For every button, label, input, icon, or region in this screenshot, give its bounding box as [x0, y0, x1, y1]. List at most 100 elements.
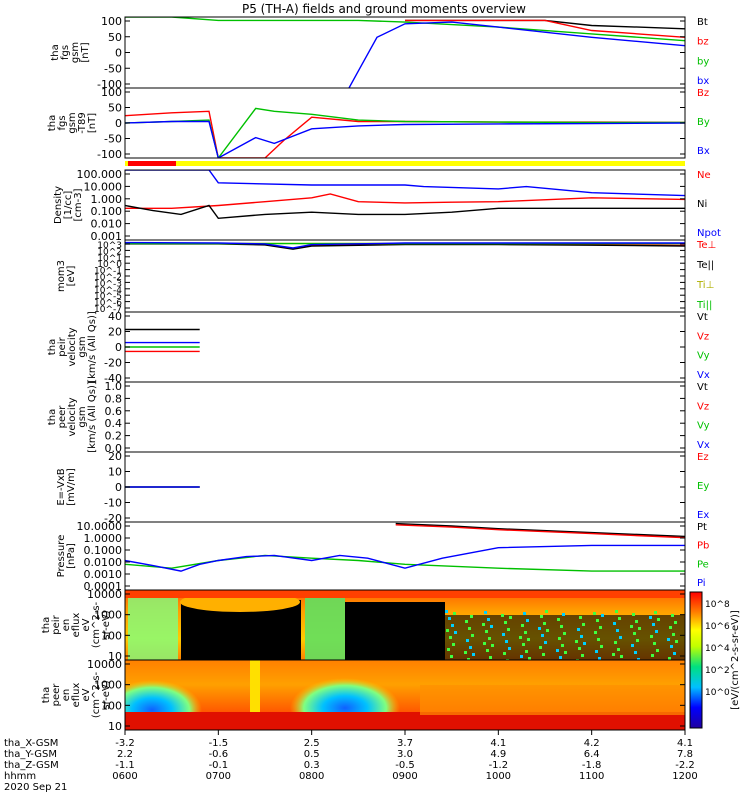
heatmap-speckle	[650, 635, 653, 638]
heatmap-speckle	[612, 653, 615, 656]
heatmap-speckle	[620, 655, 623, 658]
y-axis-label: E=-VxB[mV/m]	[56, 468, 77, 506]
legend-entry: bx	[697, 76, 709, 87]
y-tick-label: 0.4	[105, 417, 123, 430]
y-tick-label: 100	[101, 86, 122, 99]
series-line	[125, 193, 685, 210]
series-line	[125, 243, 685, 250]
heatmap-speckle	[594, 631, 597, 634]
heatmap-speckle	[540, 615, 543, 618]
heatmap-speckle	[488, 637, 491, 640]
colorbar-label: [eV/(cm^2-s-sr-eV)]	[730, 610, 741, 710]
legend-entry: Vy	[697, 421, 710, 432]
y-tick-label: 1.0000	[84, 532, 123, 545]
y-tick-label: 1000	[94, 609, 122, 622]
y-axis-label: mom3[eV]	[56, 260, 77, 292]
footer-z-value: -2.2	[675, 760, 695, 771]
y-tick-label: 10^-4	[94, 286, 122, 296]
y-tick-label: 0.0010	[84, 568, 123, 581]
y-tick-label: 10^-5	[94, 292, 122, 302]
y-tick-label: 10	[108, 466, 122, 479]
heatmap-speckle	[464, 651, 467, 654]
legend-entry: Pe	[697, 559, 709, 570]
y-tick-label: -40	[104, 372, 122, 385]
heatmap-speckle	[563, 632, 566, 635]
heatmap-speckle	[638, 627, 641, 630]
legend-entry: Te||	[696, 260, 714, 271]
heatmap-speckle	[469, 646, 472, 649]
footer-row-label: tha_X-GSM	[4, 738, 58, 749]
heatmap-speckle	[489, 656, 492, 659]
y-tick-label: -20	[104, 512, 122, 525]
y-tick-label: 10^3	[97, 241, 122, 251]
heatmap-speckle	[526, 619, 529, 622]
panel-1: 100 50 0 -50 -100 thafgsgsm[nT] Bt bz by bx	[50, 15, 709, 91]
heatmap-speckle	[468, 627, 471, 630]
y-tick-label: 10.000	[84, 180, 123, 193]
footer-y-value: 4.9	[490, 749, 506, 760]
series-line	[125, 17, 685, 42]
heatmap-speckle	[562, 613, 565, 616]
footer-y-value: 2.2	[117, 749, 133, 760]
legend-entry: Vt	[697, 382, 708, 393]
y-axis-label: thafgsgsm[nT]	[50, 42, 91, 63]
legend-entry: Vz	[697, 331, 709, 342]
heatmap-speckle	[451, 624, 454, 627]
legend-entry: Te⊥	[696, 240, 716, 251]
y-tick-label: 50	[108, 31, 122, 44]
footer-y-value: 6.4	[584, 749, 600, 760]
heatmap-speckle	[465, 620, 468, 623]
y-tick-label: 10000	[87, 658, 122, 671]
y-tick-label: 10.0000	[77, 520, 123, 533]
legend-entry: Ti||	[696, 300, 712, 311]
heatmap-speckle	[485, 630, 488, 633]
heatmap-speckle	[527, 638, 530, 641]
heatmap-speckle	[649, 616, 652, 619]
heatmap-speckle	[579, 616, 582, 619]
y-tick-label: 0.2	[105, 430, 123, 443]
footer-z-value: -1.8	[582, 760, 602, 771]
heatmap-speckle	[522, 643, 525, 646]
heatmap-speckle	[595, 650, 598, 653]
footer-x-value: 4.2	[584, 738, 600, 749]
legend-entry: Vx	[697, 440, 710, 451]
series-line	[125, 170, 685, 197]
heatmap-speckle	[615, 610, 618, 613]
heatmap-speckle	[673, 652, 676, 655]
heatmap-speckle	[445, 610, 448, 613]
y-tick-label: 10^2	[97, 247, 122, 257]
y-tick-label: 0.0100	[84, 556, 123, 569]
footer-z-value: -0.1	[209, 760, 229, 771]
heatmap-speckle	[655, 630, 658, 633]
footer-time-value: 0700	[206, 771, 231, 782]
footer-time-value: 0900	[392, 771, 417, 782]
colorbar-tick-label: 10^4	[705, 644, 730, 654]
y-tick-label: 0	[115, 341, 122, 354]
heatmap-speckle	[637, 658, 640, 660]
heatmap-speckle	[557, 618, 560, 621]
y-axis-label: thapeervelocitygsm[km/s (All Qs)]	[47, 381, 98, 453]
panel-frame	[124, 311, 686, 383]
footer-x-value: -3.2	[115, 738, 135, 749]
heatmap-speckle	[545, 610, 548, 613]
footer-x-value: 3.7	[397, 738, 413, 749]
heatmap-speckle	[652, 623, 655, 626]
footer-x-value: 2.5	[304, 738, 320, 749]
heatmap-speckle	[544, 641, 547, 644]
heatmap-speckle	[630, 625, 633, 628]
footer-x-value: -1.5	[209, 738, 229, 749]
legend-entry: Bt	[697, 17, 708, 28]
heatmap-speckle	[669, 626, 672, 629]
heatmap-speckle	[539, 646, 542, 649]
y-tick-label: -50	[104, 62, 122, 75]
heatmap-speckle	[486, 649, 489, 652]
y-tick-label: 100	[101, 15, 122, 28]
heatmap-speckle	[575, 640, 578, 643]
series-line	[395, 524, 685, 539]
y-tick-label: 0.0	[105, 442, 123, 455]
footer-y-value: 3.0	[397, 749, 413, 760]
heatmap-speckle	[520, 655, 523, 658]
footer-time-value: 0600	[112, 771, 137, 782]
